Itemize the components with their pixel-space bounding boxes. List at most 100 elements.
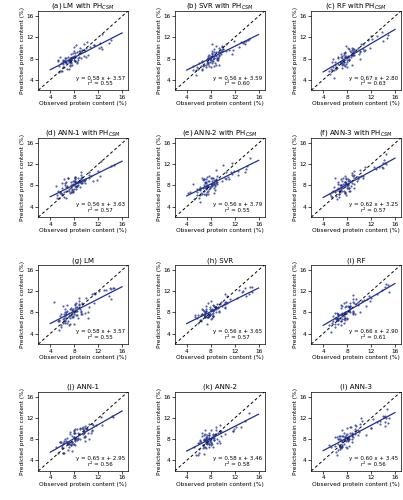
Point — [72, 435, 78, 443]
Point — [331, 66, 338, 74]
Point — [56, 194, 62, 202]
Point — [218, 298, 224, 306]
Point — [349, 429, 355, 437]
Point — [343, 174, 349, 182]
Point — [335, 446, 341, 454]
Point — [90, 299, 97, 307]
Point — [207, 310, 213, 318]
Point — [212, 182, 218, 190]
Point — [362, 162, 368, 170]
Point — [67, 428, 74, 436]
Point — [337, 432, 344, 440]
Point — [332, 58, 339, 66]
Point — [345, 306, 352, 314]
Point — [350, 45, 356, 53]
Point — [68, 304, 74, 312]
Point — [195, 451, 202, 459]
X-axis label: Observed protein content (%): Observed protein content (%) — [312, 355, 400, 360]
Point — [79, 179, 85, 187]
Point — [214, 56, 220, 64]
Point — [91, 42, 98, 50]
Point — [195, 450, 202, 458]
Point — [330, 187, 336, 195]
Point — [66, 61, 73, 69]
Point — [64, 307, 71, 315]
Point — [69, 313, 75, 321]
Point — [58, 320, 64, 328]
Point — [89, 427, 96, 435]
Point — [72, 49, 78, 57]
Point — [66, 320, 73, 328]
Point — [377, 417, 383, 425]
Point — [210, 308, 216, 316]
Point — [85, 314, 91, 322]
Point — [96, 44, 102, 52]
Point — [343, 176, 349, 184]
Point — [211, 180, 218, 188]
Point — [59, 315, 66, 323]
Point — [53, 182, 59, 190]
Point — [68, 54, 75, 62]
X-axis label: Observed protein content (%): Observed protein content (%) — [176, 228, 264, 233]
Point — [339, 177, 345, 185]
Point — [226, 175, 233, 183]
Point — [350, 306, 356, 314]
Point — [383, 150, 389, 158]
Point — [208, 64, 214, 72]
Point — [330, 54, 337, 62]
Point — [230, 428, 236, 436]
Point — [341, 178, 348, 186]
Point — [369, 34, 376, 42]
Point — [92, 290, 98, 298]
Point — [224, 292, 230, 300]
Point — [75, 294, 82, 302]
Point — [332, 442, 338, 450]
Point — [58, 58, 64, 66]
Point — [65, 56, 72, 64]
Point — [245, 409, 252, 417]
Point — [67, 305, 74, 313]
Point — [349, 179, 355, 187]
Point — [226, 46, 232, 54]
Point — [201, 307, 208, 315]
Point — [206, 51, 213, 59]
Point — [347, 47, 353, 55]
Point — [330, 312, 337, 320]
Point — [210, 306, 216, 314]
Point — [350, 310, 356, 318]
Point — [72, 185, 79, 193]
Point — [73, 48, 80, 56]
Point — [62, 194, 69, 202]
Point — [340, 60, 346, 68]
Point — [343, 444, 350, 452]
Point — [63, 58, 70, 66]
Point — [206, 177, 212, 185]
Point — [193, 191, 200, 199]
Point — [103, 286, 109, 294]
Point — [75, 180, 81, 188]
Point — [346, 432, 352, 440]
Point — [341, 48, 347, 56]
Point — [199, 305, 205, 313]
Point — [87, 43, 93, 51]
Text: y = 0.65 x + 2.95
r² = 0.56: y = 0.65 x + 2.95 r² = 0.56 — [76, 456, 125, 467]
Point — [379, 163, 386, 171]
Point — [65, 174, 71, 182]
Point — [209, 310, 216, 318]
Point — [242, 418, 249, 426]
Point — [213, 178, 219, 186]
Text: y = 0.56 x + 3.65
r² = 0.57: y = 0.56 x + 3.65 r² = 0.57 — [213, 330, 262, 340]
Point — [69, 314, 76, 322]
Point — [343, 432, 349, 440]
X-axis label: Observed protein content (%): Observed protein content (%) — [39, 228, 127, 233]
Point — [334, 64, 340, 72]
Point — [370, 163, 377, 171]
Point — [199, 58, 206, 66]
Point — [70, 48, 76, 56]
Point — [202, 436, 208, 444]
Point — [342, 50, 349, 58]
Point — [357, 308, 364, 316]
Point — [207, 55, 214, 63]
Point — [203, 437, 210, 445]
Point — [69, 54, 75, 62]
